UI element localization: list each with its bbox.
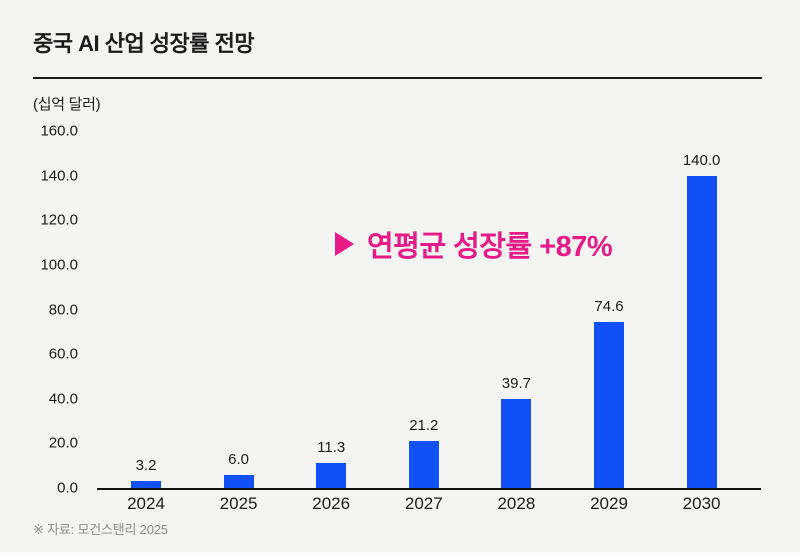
x-tick-label: 2028 xyxy=(497,494,536,513)
title-divider xyxy=(33,77,762,79)
y-tick-label: 20.0 xyxy=(48,434,78,452)
bar-2027 xyxy=(408,440,439,488)
y-tick-label: 0.0 xyxy=(57,479,78,497)
y-tick-label: 160.0 xyxy=(40,122,78,140)
x-tick-label: 2026 xyxy=(312,494,351,513)
y-axis: 0.0 20.0 40.0 60.0 80.0 100.0 120.0 140.0 160.0 xyxy=(28,123,78,497)
bar-value-label: 11.3 xyxy=(317,438,346,456)
bar-value-label: 74.6 xyxy=(594,297,624,315)
plot-area: 3.2 6.0 11.3 21.2 39.7 74.6 140.0 xyxy=(97,131,761,490)
bar-value-label: 21.2 xyxy=(409,416,439,434)
bar-value-label: 3.2 xyxy=(135,456,157,474)
cagr-annotation-label: 연평균 성장률 +87% xyxy=(367,231,613,263)
x-tick-label: 2027 xyxy=(404,494,443,513)
bar-2029 xyxy=(594,321,624,488)
x-tick-label: 2024 xyxy=(127,494,165,513)
x-tick-label: 2030 xyxy=(682,494,721,513)
page-title: 중국 AI 산업 성장률 전망 xyxy=(33,31,255,56)
y-tick-label: 80.0 xyxy=(48,301,78,318)
play-triangle-icon xyxy=(335,232,354,256)
bar-value-label: 39.7 xyxy=(501,375,531,393)
source-note: ※ 자료: 모건스탠리 2025 xyxy=(33,522,168,537)
bar-value-label: 140.0 xyxy=(682,151,721,169)
bar-2024 xyxy=(131,480,161,488)
x-tick-label: 2029 xyxy=(590,494,628,513)
bottom-strip xyxy=(0,552,800,557)
bar-2028 xyxy=(501,399,532,488)
bar-value-label: 6.0 xyxy=(228,450,250,468)
bar-2025 xyxy=(223,474,254,488)
y-tick-label: 120.0 xyxy=(40,211,78,229)
y-tick-label: 100.0 xyxy=(40,256,78,274)
bar-2026 xyxy=(316,462,347,488)
cagr-annotation: 연평균 성장률 +87% xyxy=(335,223,613,265)
y-tick-label: 40.0 xyxy=(48,390,78,408)
x-tick-label: 2025 xyxy=(219,494,258,513)
x-axis: 2024 2025 2026 2027 2028 2029 2030 xyxy=(97,494,761,518)
y-axis-unit-label: (십억 달러) xyxy=(33,96,101,113)
y-tick-label: 140.0 xyxy=(40,167,78,185)
y-tick-label: 60.0 xyxy=(48,345,78,363)
bar-2030 xyxy=(686,175,717,488)
